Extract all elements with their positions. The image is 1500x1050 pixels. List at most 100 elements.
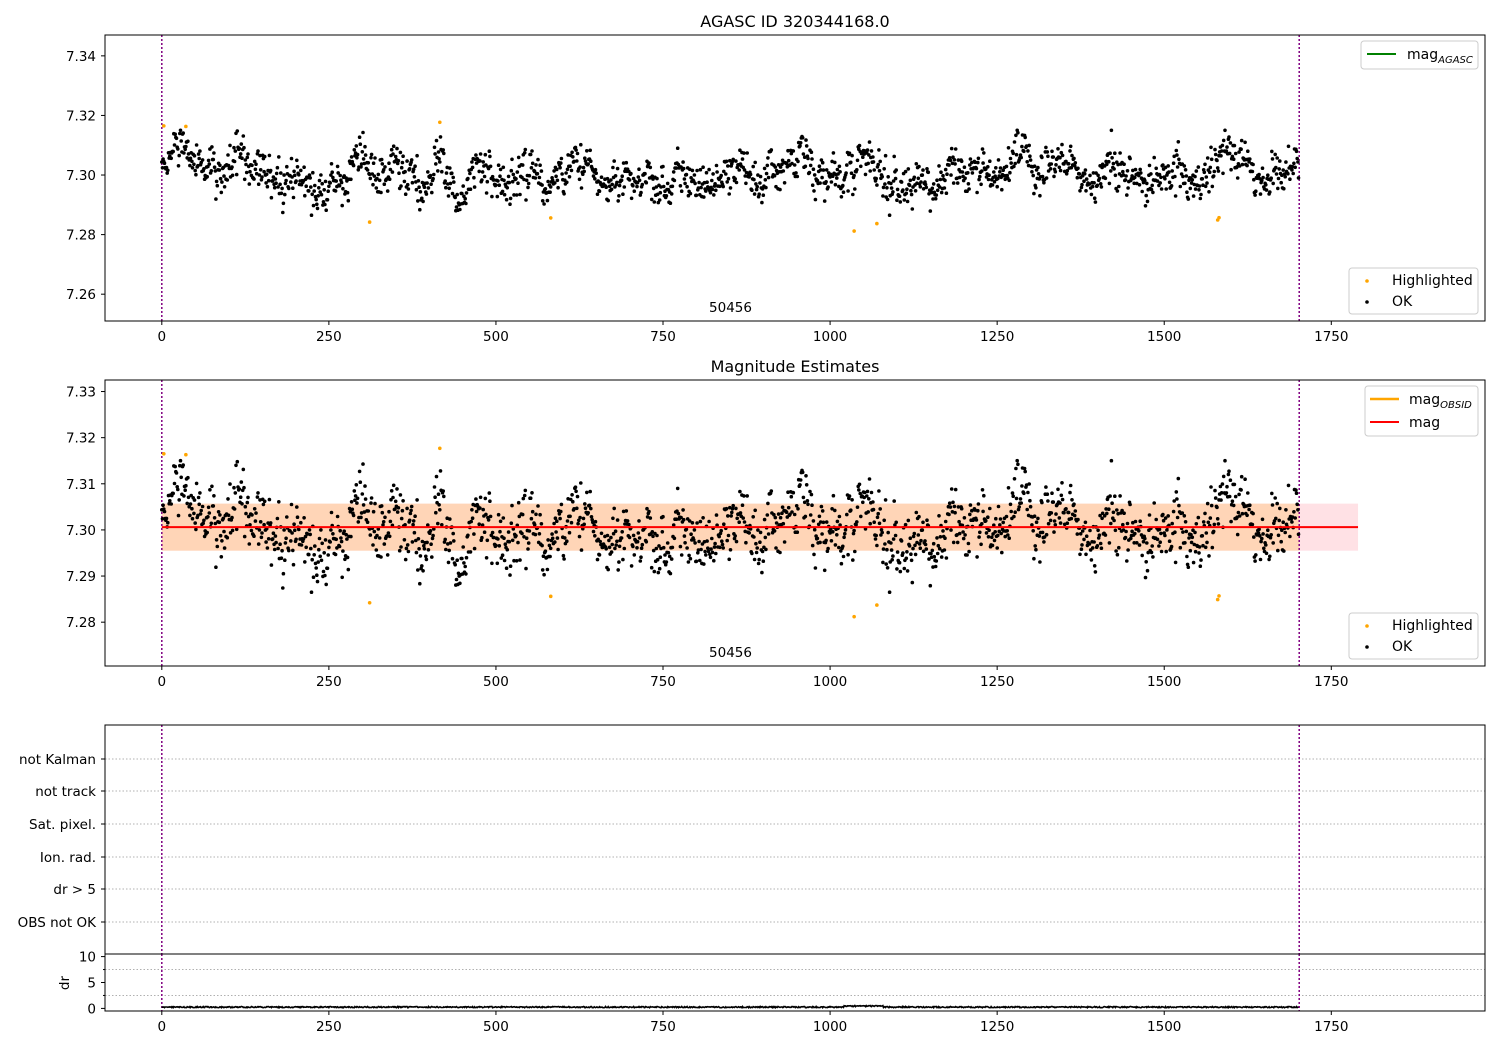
ok-point bbox=[754, 182, 758, 186]
ok-point bbox=[1133, 167, 1138, 172]
ok-point bbox=[620, 530, 624, 534]
ok-point bbox=[1040, 530, 1045, 535]
ok-point bbox=[908, 536, 913, 540]
ok-point bbox=[728, 505, 732, 510]
ok-point bbox=[503, 542, 508, 546]
ok-point bbox=[190, 506, 194, 511]
ok-point bbox=[1209, 145, 1213, 150]
ok-point bbox=[1092, 564, 1097, 568]
ok-point bbox=[679, 553, 684, 557]
ok-point bbox=[1103, 176, 1108, 181]
ok-point bbox=[925, 518, 929, 522]
ok-point bbox=[372, 529, 377, 534]
ok-point bbox=[845, 512, 849, 517]
ok-point bbox=[225, 535, 230, 540]
ok-point bbox=[196, 513, 200, 518]
ok-point bbox=[437, 157, 441, 161]
ok-point bbox=[975, 190, 979, 195]
ok-point bbox=[937, 514, 941, 518]
ok-point bbox=[990, 543, 995, 548]
ok-point bbox=[693, 181, 697, 186]
ok-point bbox=[1102, 514, 1107, 518]
ok-point bbox=[424, 554, 428, 559]
ok-point bbox=[998, 523, 1002, 527]
ok-point bbox=[906, 167, 911, 171]
ok-point bbox=[1213, 152, 1218, 157]
ok-point bbox=[742, 494, 746, 498]
ok-point bbox=[817, 164, 822, 168]
ok-point bbox=[778, 515, 783, 520]
ok-point bbox=[968, 512, 972, 517]
ok-point bbox=[1144, 193, 1148, 198]
ok-point bbox=[738, 511, 743, 515]
ok-point bbox=[1084, 189, 1088, 193]
ok-point bbox=[377, 536, 382, 540]
ok-point bbox=[1105, 162, 1109, 167]
ok-point bbox=[345, 555, 350, 560]
ok-point bbox=[1135, 541, 1139, 545]
ok-point bbox=[344, 532, 349, 537]
ok-point bbox=[1250, 522, 1255, 527]
ok-point bbox=[944, 191, 949, 195]
ok-point bbox=[682, 177, 687, 181]
ok-point bbox=[1104, 507, 1108, 511]
ok-point bbox=[413, 164, 417, 168]
ok-point bbox=[1152, 155, 1156, 160]
ok-point bbox=[564, 171, 568, 175]
ok-point bbox=[679, 165, 683, 169]
ok-point bbox=[311, 170, 315, 175]
ok-point bbox=[568, 164, 572, 168]
ok-point bbox=[172, 143, 177, 147]
ok-point bbox=[1008, 156, 1013, 161]
ok-point bbox=[217, 168, 222, 172]
ok-point bbox=[769, 489, 774, 493]
ok-point bbox=[1053, 169, 1058, 174]
ok-point bbox=[1201, 543, 1205, 548]
ok-point bbox=[694, 193, 699, 198]
ok-point bbox=[1001, 168, 1005, 172]
ok-point bbox=[387, 177, 392, 181]
ok-point bbox=[501, 516, 506, 520]
ok-point bbox=[1012, 164, 1016, 169]
ok-point bbox=[1010, 491, 1015, 495]
ok-point bbox=[766, 175, 771, 180]
ok-point bbox=[604, 547, 608, 551]
ok-point bbox=[1296, 508, 1300, 512]
ok-point bbox=[804, 474, 808, 478]
ok-point bbox=[640, 542, 645, 547]
ok-point bbox=[212, 516, 217, 520]
ok-point bbox=[984, 518, 988, 523]
ok-point bbox=[405, 159, 409, 163]
ok-point bbox=[206, 515, 210, 519]
ok-point bbox=[681, 166, 686, 171]
ok-point bbox=[791, 149, 796, 153]
ok-point bbox=[784, 161, 789, 166]
ok-point bbox=[710, 187, 715, 192]
ok-point bbox=[474, 497, 478, 501]
ok-point bbox=[482, 174, 487, 179]
ok-point bbox=[1183, 520, 1188, 524]
ok-point bbox=[322, 551, 327, 555]
ok-point bbox=[281, 571, 286, 576]
ok-point bbox=[192, 498, 197, 502]
ok-point bbox=[872, 520, 876, 524]
ok-point bbox=[624, 160, 629, 165]
ok-point bbox=[338, 173, 343, 178]
ok-point bbox=[355, 501, 359, 505]
ok-point bbox=[242, 534, 247, 539]
ok-point bbox=[1226, 472, 1231, 477]
ok-point bbox=[470, 508, 474, 512]
ok-point bbox=[1096, 173, 1100, 178]
ok-point bbox=[177, 498, 181, 502]
ok-point bbox=[326, 553, 331, 557]
ok-point bbox=[329, 510, 334, 515]
ok-point bbox=[1014, 133, 1018, 138]
ok-point bbox=[798, 478, 803, 482]
agasc-obsid-annotation: 50456 bbox=[709, 300, 752, 316]
ok-point bbox=[1097, 176, 1102, 181]
ok-point bbox=[1056, 147, 1060, 151]
ok-point bbox=[1163, 533, 1167, 538]
ok-point bbox=[597, 553, 602, 557]
ok-point bbox=[895, 187, 900, 192]
ok-point bbox=[468, 171, 472, 176]
